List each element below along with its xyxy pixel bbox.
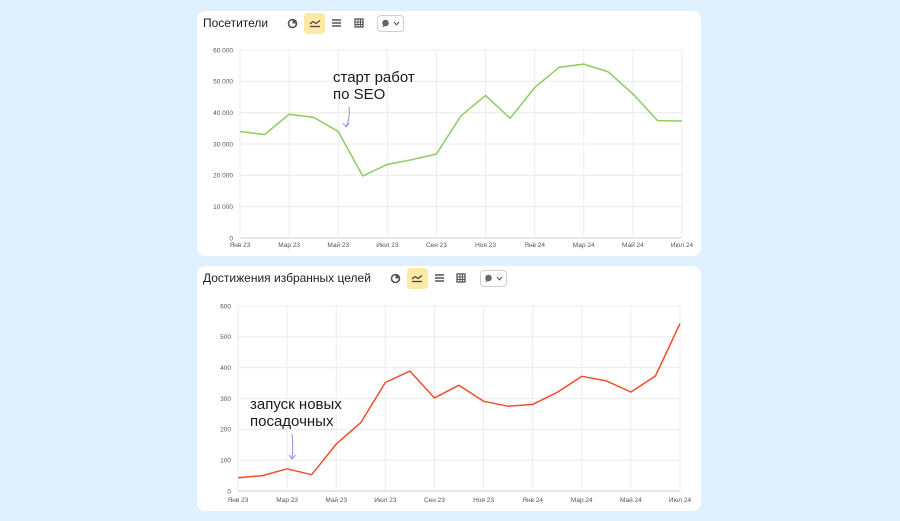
goals-card: Достижения избранных целей 0 100 200 300 400… (197, 266, 701, 511)
y-tick-label: 100 (220, 457, 231, 464)
goals-chart: 0 100 200 300 400 500 600 Янв 23 Мар 23 Май 23 Июл… (220, 303, 692, 504)
y-tick-label: 400 (220, 365, 231, 372)
line-chart-button[interactable] (406, 267, 428, 289)
x-tick-label: Май 24 (620, 496, 642, 504)
annotation-arrowhead (342, 122, 350, 128)
pie-chart-icon (287, 18, 298, 28)
y-tick-label: 60 000 (213, 47, 233, 54)
x-tick-label: Мар 23 (276, 497, 298, 504)
annotation-arrow (291, 433, 294, 460)
stacked-area-button[interactable] (429, 268, 450, 289)
annotation-arrowhead (288, 454, 296, 460)
annotation-line1: старт работ (333, 69, 415, 86)
x-tick-label: Май 24 (622, 241, 644, 249)
y-tick-label: 0 (227, 488, 231, 495)
x-tick-label: Ноя 23 (475, 242, 496, 249)
annotation-line1: запуск новых (250, 396, 342, 413)
x-tick-label: Мар 23 (278, 242, 300, 249)
line-chart-icon (411, 274, 423, 283)
x-tick-label: Июл 24 (671, 242, 694, 249)
pie-chart-button[interactable] (282, 13, 303, 34)
line-chart-button[interactable] (304, 12, 326, 34)
visitors-card-header: Посетители (197, 11, 701, 35)
x-tick-label: Май 23 (327, 241, 349, 249)
y-tick-label: 500 (220, 334, 231, 341)
comment-dropdown[interactable] (377, 14, 405, 32)
table-grid-button[interactable] (451, 268, 472, 289)
x-tick-label: Июл 24 (669, 497, 692, 504)
pie-chart-button[interactable] (385, 268, 406, 289)
x-tick-label: Ноя 23 (473, 497, 494, 504)
annotation-arrow (345, 106, 350, 128)
goals-card-header: Достижения избранных целей (197, 266, 701, 290)
y-tick-label: 0 (229, 235, 233, 242)
y-tick-label: 600 (220, 303, 231, 310)
y-tick-label: 20 000 (213, 173, 233, 180)
x-tick-label: Сен 23 (426, 242, 447, 249)
series-line (239, 63, 683, 177)
pie-chart-icon (390, 273, 401, 283)
chevron-down-icon (393, 21, 400, 26)
goals-chart-title: Достижения избранных целей (203, 271, 371, 285)
y-tick-label: 50 000 (213, 79, 233, 86)
annotation-line2: посадочных (250, 413, 334, 430)
x-tick-label: Июл 23 (374, 497, 397, 504)
table-grid-icon (353, 18, 364, 28)
stacked-area-icon (332, 19, 342, 27)
x-tick-label: Янв 24 (524, 242, 545, 249)
table-grid-icon (456, 273, 467, 283)
y-tick-label: 10 000 (213, 204, 233, 211)
x-tick-label: Июл 23 (376, 242, 399, 249)
x-tick-label: Янв 23 (230, 242, 251, 249)
x-tick-label: Мар 24 (571, 497, 593, 504)
comment-dropdown-icon (485, 274, 492, 282)
visitors-card: Посетители 0 10 000 20 000 30 000 40 000 50 0… (197, 11, 701, 256)
line-chart-icon (309, 19, 321, 28)
y-tick-label: 30 000 (213, 141, 233, 148)
visitors-chart: 0 10 000 20 000 30 000 40 000 50 000 60 000 Янв… (213, 47, 694, 249)
x-tick-label: Янв 24 (522, 497, 543, 504)
visitors-chart-title: Посетители (203, 16, 269, 30)
annotation-line2: по SEO (333, 86, 385, 103)
x-tick-label: Янв 23 (228, 497, 249, 504)
x-tick-label: Сен 23 (424, 497, 445, 504)
x-tick-label: Май 23 (325, 496, 347, 504)
comment-dropdown[interactable] (479, 269, 507, 287)
y-tick-label: 300 (220, 396, 231, 403)
table-grid-button[interactable] (348, 13, 369, 34)
stacked-area-icon (434, 274, 444, 282)
series-line (237, 323, 681, 479)
x-tick-label: Мар 24 (573, 242, 595, 249)
comment-dropdown-icon (382, 19, 389, 27)
stacked-area-button[interactable] (326, 13, 347, 34)
y-tick-label: 200 (220, 427, 231, 434)
y-tick-label: 40 000 (213, 110, 233, 117)
chevron-down-icon (496, 276, 503, 281)
